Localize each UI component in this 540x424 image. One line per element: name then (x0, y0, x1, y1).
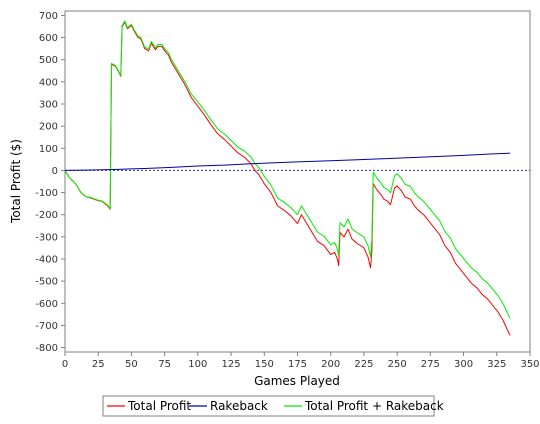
x-tick-label: 100 (188, 359, 207, 370)
x-tick-label: 225 (354, 359, 373, 370)
x-tick-label: 325 (487, 359, 506, 370)
y-tick-label: 200 (39, 122, 58, 133)
y-tick-label: -300 (35, 232, 58, 243)
y-tick-label: 700 (39, 11, 58, 22)
y-tick-label: -200 (35, 210, 58, 221)
legend-label-total-profit-rakeback: Total Profit + Rakeback (304, 399, 444, 413)
x-tick-label: 200 (321, 359, 340, 370)
series-layer (64, 20, 511, 336)
x-tick-label: 175 (288, 359, 307, 370)
x-tick-label: 300 (454, 359, 473, 370)
y-tick-label: -700 (35, 321, 58, 332)
x-axis: 0 25 50 75 100 125 150 175 200 225 250 275 300 325 350 (62, 352, 540, 370)
series-line-total-profit-rakeback (64, 20, 511, 319)
legend: Total Profit Rakeback Total Profit + Rakeb… (102, 395, 444, 417)
y-tick-label: -500 (35, 277, 58, 288)
x-tick-label: 350 (520, 359, 539, 370)
x-axis-title: Games Played (254, 374, 340, 388)
y-tick-label: 600 (39, 33, 58, 44)
y-tick-label: 400 (39, 77, 58, 88)
x-tick-label: 275 (421, 359, 440, 370)
legend-label-rakeback: Rakeback (210, 399, 268, 413)
series-line-total-profit (64, 21, 511, 336)
x-tick-label: 0 (62, 359, 68, 370)
x-tick-label: 50 (125, 359, 138, 370)
y-tick-label: 300 (39, 100, 58, 111)
y-tick-label: -400 (35, 255, 58, 266)
x-tick-label: 150 (255, 359, 274, 370)
y-tick-label: 0 (52, 166, 58, 177)
plot-area (64, 10, 531, 353)
y-axis: 700 600 500 400 300 200 100 0 -100 -200 -300 -400 -5… (35, 11, 65, 354)
y-tick-label: 500 (39, 55, 58, 66)
y-tick-label: 100 (39, 144, 58, 155)
x-tick-label: 25 (92, 359, 105, 370)
x-tick-label: 75 (158, 359, 171, 370)
legend-label-total-profit: Total Profit (127, 399, 191, 413)
y-tick-label: -600 (35, 299, 58, 310)
y-tick-label: -100 (35, 188, 58, 199)
y-tick-label: -800 (35, 343, 58, 354)
y-axis-title: Total Profit ($) (9, 139, 23, 224)
legend-box (102, 395, 435, 417)
series-line-rakeback (64, 152, 511, 171)
x-tick-label: 125 (222, 359, 241, 370)
x-tick-label: 250 (388, 359, 407, 370)
